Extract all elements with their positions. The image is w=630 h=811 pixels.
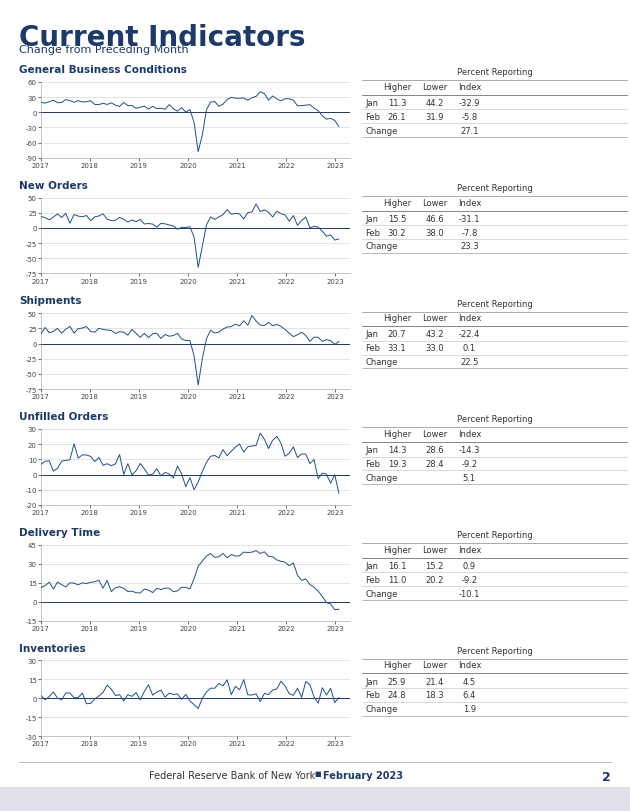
Text: 4.5: 4.5 <box>463 676 476 686</box>
Text: Jan: Jan <box>365 676 379 686</box>
Text: Index: Index <box>457 429 481 439</box>
Text: Jan: Jan <box>365 99 379 108</box>
Text: Change: Change <box>365 704 398 714</box>
Text: 6.4: 6.4 <box>462 690 476 700</box>
Text: -9.2: -9.2 <box>461 575 478 584</box>
Text: Feb: Feb <box>365 229 381 238</box>
Text: Feb: Feb <box>365 344 381 353</box>
Text: 21.4: 21.4 <box>425 676 444 686</box>
Text: Delivery Time: Delivery Time <box>19 527 100 537</box>
Text: Jan: Jan <box>365 445 379 455</box>
Text: Percent Reporting: Percent Reporting <box>457 530 532 539</box>
Text: Feb: Feb <box>365 690 381 700</box>
Text: Shipments: Shipments <box>19 296 81 306</box>
Text: Change: Change <box>365 474 398 483</box>
Text: Index: Index <box>457 545 481 554</box>
Text: 18.3: 18.3 <box>425 690 444 700</box>
Text: Higher: Higher <box>383 545 411 554</box>
Text: Lower: Lower <box>422 429 447 439</box>
Text: 31.9: 31.9 <box>425 113 444 122</box>
Text: Inventories: Inventories <box>19 642 86 653</box>
Text: Unfilled Orders: Unfilled Orders <box>19 411 108 422</box>
Text: Percent Reporting: Percent Reporting <box>457 299 532 308</box>
Text: Change: Change <box>365 589 398 598</box>
Text: -22.4: -22.4 <box>459 330 480 339</box>
Text: Feb: Feb <box>365 575 381 584</box>
Text: Lower: Lower <box>422 198 447 208</box>
Text: 11.0: 11.0 <box>387 575 406 584</box>
Text: Current Indicators: Current Indicators <box>19 24 306 52</box>
Text: 14.3: 14.3 <box>387 445 406 455</box>
Text: Lower: Lower <box>422 660 447 670</box>
Text: Higher: Higher <box>383 198 411 208</box>
Text: 38.0: 38.0 <box>425 229 444 238</box>
Text: 30.2: 30.2 <box>387 229 406 238</box>
Text: Jan: Jan <box>365 561 379 570</box>
Text: Index: Index <box>457 83 481 92</box>
Text: 2: 2 <box>602 770 611 783</box>
Text: Lower: Lower <box>422 545 447 554</box>
Text: -32.9: -32.9 <box>459 99 480 108</box>
Text: 28.6: 28.6 <box>425 445 444 455</box>
Text: General Business Conditions: General Business Conditions <box>19 65 186 75</box>
Text: Percent Reporting: Percent Reporting <box>457 646 532 655</box>
Text: Feb: Feb <box>365 113 381 122</box>
Text: 23.3: 23.3 <box>460 242 479 251</box>
Text: 28.4: 28.4 <box>425 459 444 469</box>
Text: Federal Reserve Bank of New York: Federal Reserve Bank of New York <box>149 770 315 780</box>
Text: Higher: Higher <box>383 83 411 92</box>
Text: 43.2: 43.2 <box>425 330 444 339</box>
Text: Lower: Lower <box>422 83 447 92</box>
Text: Change: Change <box>365 242 398 251</box>
Text: -10.1: -10.1 <box>459 589 480 598</box>
Text: 33.1: 33.1 <box>387 344 406 353</box>
Text: 22.5: 22.5 <box>460 358 479 367</box>
Text: 24.8: 24.8 <box>387 690 406 700</box>
Text: 26.1: 26.1 <box>387 113 406 122</box>
Text: 1.9: 1.9 <box>463 704 476 714</box>
Text: Index: Index <box>457 198 481 208</box>
Text: 19.3: 19.3 <box>387 459 406 469</box>
Text: 46.6: 46.6 <box>425 214 444 224</box>
Text: Change: Change <box>365 127 398 135</box>
Text: Higher: Higher <box>383 660 411 670</box>
Text: Percent Reporting: Percent Reporting <box>457 183 532 193</box>
Text: -9.2: -9.2 <box>461 459 478 469</box>
Text: New Orders: New Orders <box>19 180 88 191</box>
Text: Jan: Jan <box>365 214 379 224</box>
Text: -5.8: -5.8 <box>461 113 478 122</box>
Text: Feb: Feb <box>365 459 381 469</box>
Text: -14.3: -14.3 <box>459 445 480 455</box>
Text: February 2023: February 2023 <box>323 770 403 780</box>
Text: 27.1: 27.1 <box>460 127 479 135</box>
Text: 15.5: 15.5 <box>387 214 406 224</box>
Text: -7.8: -7.8 <box>461 229 478 238</box>
Text: Lower: Lower <box>422 314 447 323</box>
Text: Jan: Jan <box>365 330 379 339</box>
Text: 44.2: 44.2 <box>425 99 444 108</box>
Text: 16.1: 16.1 <box>387 561 406 570</box>
Text: 0.1: 0.1 <box>463 344 476 353</box>
Text: 20.7: 20.7 <box>387 330 406 339</box>
Text: Change from Preceding Month: Change from Preceding Month <box>19 45 188 54</box>
Text: 5.1: 5.1 <box>463 474 476 483</box>
Text: Percent Reporting: Percent Reporting <box>457 414 532 424</box>
Text: Higher: Higher <box>383 314 411 323</box>
Text: 0.9: 0.9 <box>463 561 476 570</box>
Text: 25.9: 25.9 <box>387 676 406 686</box>
Text: -31.1: -31.1 <box>459 214 480 224</box>
Text: Index: Index <box>457 314 481 323</box>
Text: 15.2: 15.2 <box>425 561 444 570</box>
Text: Percent Reporting: Percent Reporting <box>457 68 532 77</box>
Text: 20.2: 20.2 <box>425 575 444 584</box>
Text: Change: Change <box>365 358 398 367</box>
Text: 11.3: 11.3 <box>387 99 406 108</box>
Text: Higher: Higher <box>383 429 411 439</box>
Text: 33.0: 33.0 <box>425 344 444 353</box>
Text: ■: ■ <box>315 770 321 776</box>
Text: Index: Index <box>457 660 481 670</box>
